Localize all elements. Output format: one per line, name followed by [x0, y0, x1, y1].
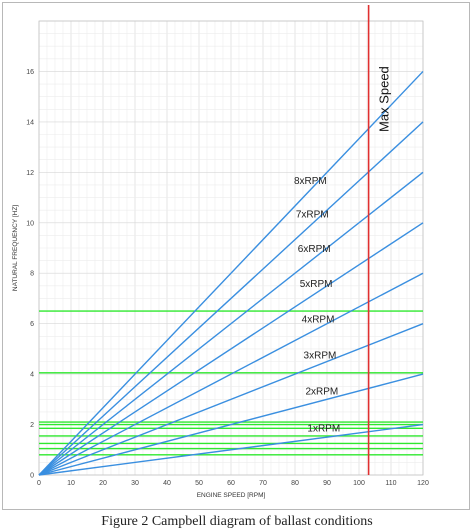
- figure-caption: Figure 2 Campbell diagram of ballast con…: [101, 514, 373, 529]
- max-speed-label: Max Speed: [377, 66, 392, 132]
- x-tick-label: 10: [67, 480, 75, 487]
- x-tick-label: 30: [131, 480, 139, 487]
- x-tick-label: 50: [195, 480, 203, 487]
- series-label: 5xRPM: [300, 279, 333, 290]
- y-tick-label: 12: [26, 170, 34, 177]
- y-tick-label: 0: [30, 473, 34, 480]
- grid: [38, 20, 424, 476]
- x-tick-label: 120: [417, 480, 429, 487]
- y-axis-label: NATURAL FREQUENCY [HZ]: [12, 205, 19, 291]
- series-line-6xrpm: [38, 171, 424, 476]
- campbell-chart: Max Speed 0 10 20 30 40 50 60 70 80 90 100 110 120 0 2…: [12, 5, 429, 499]
- x-tick-label: 70: [259, 480, 267, 487]
- x-tick-label: 0: [37, 480, 41, 487]
- x-tick-label: 80: [291, 480, 299, 487]
- series-label: 3xRPM: [304, 350, 337, 361]
- y-tick-label: 6: [30, 321, 34, 328]
- series-line-4xrpm: [38, 272, 424, 476]
- max-speed-line-group: Max Speed: [367, 5, 392, 475]
- rpm-order-lines: [38, 70, 424, 476]
- series-label: 4xRPM: [302, 314, 335, 325]
- y-tick-label: 10: [26, 220, 34, 227]
- x-axis-label: ENGINE SPEED [RPM]: [197, 492, 266, 499]
- series-line-2xrpm: [38, 373, 424, 476]
- series-line-8xrpm: [38, 70, 424, 476]
- y-tick-label: 14: [26, 119, 34, 126]
- series-line-3xrpm: [38, 323, 424, 476]
- x-tick-label: 60: [227, 480, 235, 487]
- series-labels: 1xRPM 2xRPM 3xRPM 4xRPM 5xRPM 6xRPM 7xRPM 8xRPM: [294, 176, 340, 435]
- x-tick-label: 110: [385, 480, 396, 487]
- series-line-7xrpm: [38, 121, 424, 476]
- x-tick-label: 90: [323, 480, 331, 487]
- series-label: 7xRPM: [296, 210, 329, 221]
- y-tick-label: 16: [26, 69, 34, 76]
- series-label: 2xRPM: [305, 387, 338, 398]
- chart-frame: Max Speed 0 10 20 30 40 50 60 70 80 90 100 110 120 0 2…: [2, 2, 470, 510]
- series-label: 8xRPM: [294, 176, 327, 187]
- plot-area: [38, 20, 424, 476]
- series-line-1xrpm: [38, 423, 424, 476]
- series-line-5xrpm: [38, 222, 424, 476]
- series-label: 1xRPM: [307, 424, 340, 435]
- y-tick-label: 2: [30, 422, 34, 429]
- axis-ticks: 0 10 20 30 40 50 60 70 80 90 100 110 120 0 2 4 6 8 10 12 14 1…: [26, 69, 429, 487]
- x-tick-label: 40: [163, 480, 171, 487]
- x-tick-label: 100: [353, 480, 365, 487]
- natural-frequency-lines: [39, 310, 423, 456]
- series-label: 6xRPM: [298, 244, 331, 255]
- y-tick-label: 4: [30, 372, 34, 379]
- x-tick-label: 20: [99, 480, 107, 487]
- y-tick-label: 8: [30, 271, 34, 278]
